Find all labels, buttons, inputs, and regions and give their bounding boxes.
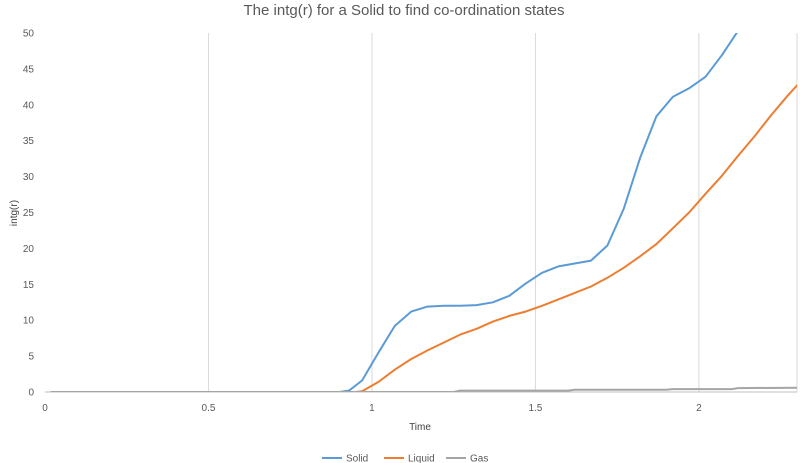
x-tick-label: 0.5 <box>202 403 216 414</box>
gridlines <box>207 33 798 392</box>
series-lines <box>50 33 797 392</box>
legend-label-solid: Solid <box>346 454 368 463</box>
y-tick-label: 20 <box>23 244 35 255</box>
y-axis-ticks: 0 5 10 15 20 25 30 35 40 45 50 <box>23 29 35 399</box>
y-tick-label: 15 <box>23 280 35 291</box>
x-tick-label: 2 <box>696 403 702 414</box>
y-tick-label: 45 <box>23 64 35 75</box>
legend: Solid Liquid Gas <box>322 454 488 463</box>
series-line-solid <box>50 33 738 392</box>
x-axis-ticks: 0 0.5 1 1.5 2 <box>42 403 702 414</box>
y-axis-label: intg(r) <box>9 200 20 226</box>
y-tick-label: 0 <box>28 388 34 399</box>
chart-title: The intg(r) for a Solid to find co-ordin… <box>244 2 565 19</box>
x-tick-label: 1 <box>369 403 375 414</box>
x-tick-label: 0 <box>42 403 48 414</box>
legend-label-liquid: Liquid <box>408 454 435 463</box>
y-tick-label: 40 <box>23 100 35 111</box>
plot-area <box>50 33 797 392</box>
y-tick-label: 35 <box>23 136 35 147</box>
series-line-gas <box>50 386 797 392</box>
x-tick-label: 1.5 <box>528 403 542 414</box>
x-axis-label: Time <box>409 422 431 433</box>
series-line-liquid <box>50 84 797 392</box>
legend-label-gas: Gas <box>470 454 488 463</box>
y-tick-label: 10 <box>23 316 35 327</box>
y-tick-label: 50 <box>23 29 35 40</box>
y-tick-label: 5 <box>28 352 34 363</box>
y-tick-label: 30 <box>23 172 35 183</box>
y-tick-label: 25 <box>23 208 35 219</box>
